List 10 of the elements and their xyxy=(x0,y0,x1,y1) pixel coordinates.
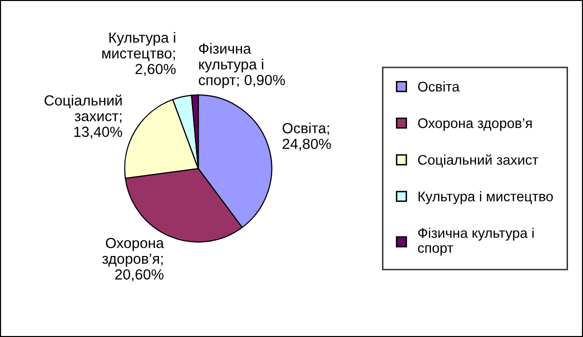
data-label: Соціальний захист; 13,40% xyxy=(44,94,122,139)
legend-label: Культура і мистецтво xyxy=(418,191,553,204)
legend-label: Соціальний захист xyxy=(418,154,538,168)
data-label: Фізична культура і спорт; 0,90% xyxy=(198,43,285,88)
legend-label: Охорона здоров’я xyxy=(418,118,532,131)
legend-label: Фізична культура і спорт xyxy=(418,228,534,256)
data-label: Культура і мистецтво; 2,60% xyxy=(102,32,176,76)
data-label: Охорона здоров’я; 20,60% xyxy=(102,238,164,282)
legend-label: Освіта xyxy=(418,81,460,92)
data-label: Освіта; 24,80% xyxy=(282,122,331,151)
